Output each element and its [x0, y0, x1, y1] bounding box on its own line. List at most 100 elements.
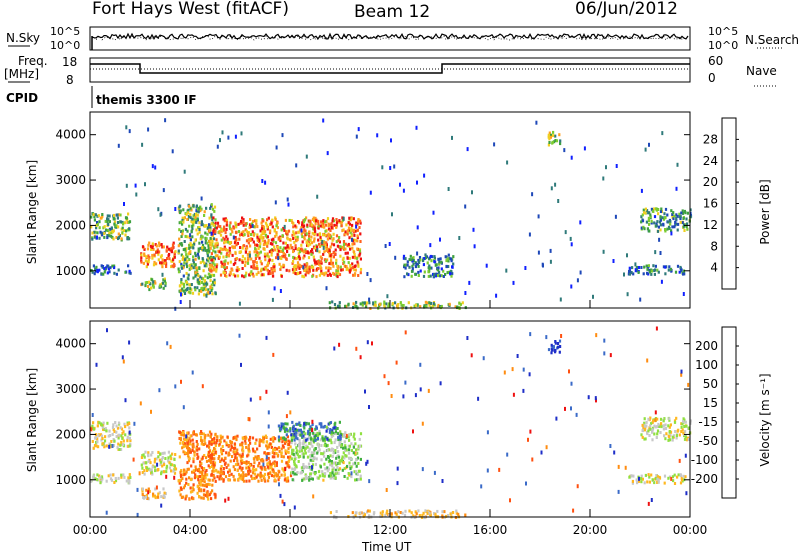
echo-cell [144, 281, 147, 285]
echo-cell [421, 421, 424, 426]
echo-cell [330, 222, 333, 226]
echo-cell [105, 429, 108, 433]
echo-cell [307, 449, 310, 453]
echo-cell [104, 427, 107, 431]
echo-cell [224, 248, 228, 252]
echo-cell [206, 241, 209, 245]
echo-cell [201, 222, 204, 226]
echo-cell [564, 230, 567, 235]
echo-cell [207, 444, 210, 448]
echo-cell [356, 234, 359, 238]
echo-cell [229, 439, 232, 443]
echo-cell [437, 274, 440, 277]
echo-cell [179, 211, 182, 215]
echo-cell [304, 447, 307, 451]
echo-cell [129, 439, 132, 443]
echo-cell [314, 222, 317, 226]
echo-cell [403, 263, 406, 267]
echo-cell [201, 472, 204, 476]
echo-cell [293, 505, 296, 510]
echo-cell [318, 422, 321, 426]
echo-cell [325, 241, 328, 245]
echo-cell [348, 222, 351, 226]
echo-cell [213, 461, 217, 465]
echo-cell [230, 227, 233, 231]
echo-cell [673, 420, 677, 424]
echo-cell [669, 438, 672, 442]
echo-cell [229, 226, 232, 230]
echo-cell [221, 445, 224, 448]
echo-cell [248, 438, 251, 442]
echo-cell [335, 240, 338, 244]
echo-cell [214, 226, 217, 230]
echo-cell [208, 483, 211, 487]
echo-cell [201, 286, 204, 290]
echo-cell [410, 258, 413, 262]
echo-cell [233, 245, 236, 249]
x-tick-label: 00:00 [73, 523, 108, 537]
echo-cell [237, 230, 240, 233]
echo-cell [109, 477, 113, 481]
echo-cell [675, 222, 678, 226]
echo-cell [190, 263, 193, 267]
echo-cell [149, 461, 152, 465]
echo-cell [645, 424, 648, 428]
echo-cell [224, 273, 227, 277]
echo-cell [265, 444, 268, 448]
echo-cell [196, 268, 199, 272]
echo-cell [300, 432, 303, 436]
echo-cell [240, 476, 243, 480]
echo-cell [641, 477, 644, 481]
echo-cell [430, 266, 433, 270]
echo-cell [352, 445, 355, 449]
echo-cell [421, 513, 424, 517]
echo-cell [138, 471, 141, 476]
echo-cell [295, 422, 299, 426]
echo-cell [376, 133, 379, 138]
echo-cell [182, 220, 185, 224]
echo-cell [234, 238, 237, 242]
echo-cell [305, 216, 308, 220]
echo-cell [189, 206, 192, 210]
echo-cell [417, 264, 420, 268]
echo-cell [639, 297, 642, 302]
echo-cell [657, 425, 661, 428]
echo-cell [295, 436, 298, 439]
echo-cell [198, 241, 201, 245]
echo-cell [241, 274, 244, 278]
echo-cell [262, 437, 265, 441]
echo-cell [506, 160, 509, 165]
echo-cell [641, 219, 645, 223]
echo-cell [682, 292, 685, 296]
echo-cell [182, 264, 185, 268]
echo-cell [345, 433, 348, 438]
echo-cell [225, 227, 228, 231]
echo-cell [227, 453, 230, 457]
echo-cell [292, 452, 295, 456]
echo-cell [256, 473, 259, 477]
echo-cell [252, 465, 255, 468]
echo-cell [263, 451, 266, 455]
echo-cell [222, 271, 225, 275]
echo-cell [268, 452, 271, 456]
echo-cell [219, 247, 222, 251]
echo-cell [205, 483, 208, 487]
echo-cell [330, 259, 333, 263]
echo-cell [95, 362, 98, 367]
y-tick-label: 3000 [55, 173, 86, 187]
echo-cell [426, 510, 429, 514]
echo-cell [258, 461, 261, 465]
echo-cell [97, 434, 100, 438]
echo-cell [253, 250, 256, 254]
echo-cell [271, 249, 274, 253]
echo-cell [145, 265, 148, 269]
echo-cell [180, 469, 183, 472]
echo-cell [289, 427, 292, 431]
echo-cell [429, 243, 432, 248]
echo-cell [209, 246, 212, 250]
echo-cell [200, 496, 203, 500]
echo-cell [273, 461, 276, 465]
echo-cell [359, 432, 363, 436]
echo-cell [125, 125, 128, 130]
